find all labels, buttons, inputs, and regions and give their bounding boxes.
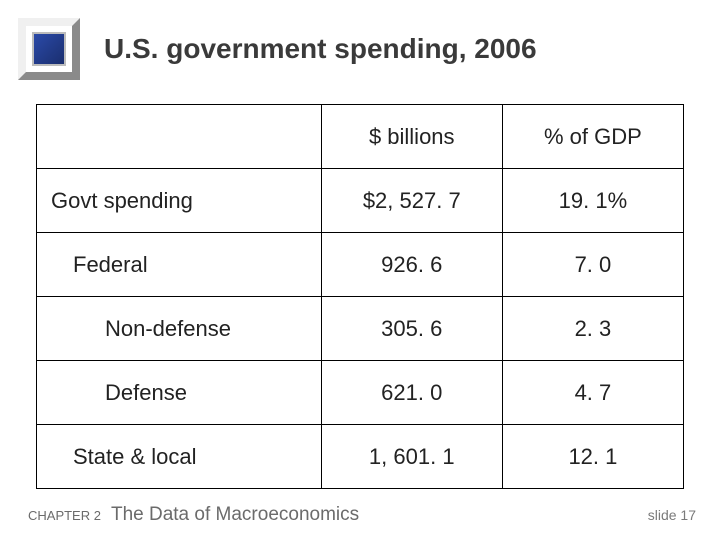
row-gdp: 2. 3 <box>502 297 683 361</box>
logo-icon <box>18 18 80 80</box>
row-billions: 621. 0 <box>321 361 502 425</box>
slide-footer: CHAPTER 2 The Data of Macroeconomics sli… <box>0 504 720 526</box>
slide-root: U.S. government spending, 2006 $ billion… <box>0 0 720 540</box>
chapter-label: CHAPTER 2 <box>28 508 101 523</box>
row-billions: 305. 6 <box>321 297 502 361</box>
row-label: Govt spending <box>37 169 322 233</box>
spending-table: $ billions % of GDP Govt spending $2, 52… <box>36 104 684 489</box>
table-row: Govt spending $2, 527. 7 19. 1% <box>37 169 684 233</box>
row-label: Defense <box>37 361 322 425</box>
col-header-empty <box>37 105 322 169</box>
table-row: Non-defense 305. 6 2. 3 <box>37 297 684 361</box>
table-row: Defense 621. 0 4. 7 <box>37 361 684 425</box>
col-header-gdp: % of GDP <box>502 105 683 169</box>
row-billions: 926. 6 <box>321 233 502 297</box>
row-gdp: 4. 7 <box>502 361 683 425</box>
book-title: The Data of Macroeconomics <box>111 504 359 526</box>
row-gdp: 7. 0 <box>502 233 683 297</box>
table-row: Federal 926. 6 7. 0 <box>37 233 684 297</box>
table-container: $ billions % of GDP Govt spending $2, 52… <box>0 86 720 489</box>
slide-title: U.S. government spending, 2006 <box>104 33 537 65</box>
table-row: State & local 1, 601. 1 12. 1 <box>37 425 684 489</box>
row-label: State & local <box>37 425 322 489</box>
row-label: Non-defense <box>37 297 322 361</box>
row-billions: $2, 527. 7 <box>321 169 502 233</box>
row-label: Federal <box>37 233 322 297</box>
slide-header: U.S. government spending, 2006 <box>0 0 720 86</box>
row-billions: 1, 601. 1 <box>321 425 502 489</box>
slide-number: slide 17 <box>648 507 696 523</box>
table-header-row: $ billions % of GDP <box>37 105 684 169</box>
row-gdp: 12. 1 <box>502 425 683 489</box>
row-gdp: 19. 1% <box>502 169 683 233</box>
col-header-billions: $ billions <box>321 105 502 169</box>
